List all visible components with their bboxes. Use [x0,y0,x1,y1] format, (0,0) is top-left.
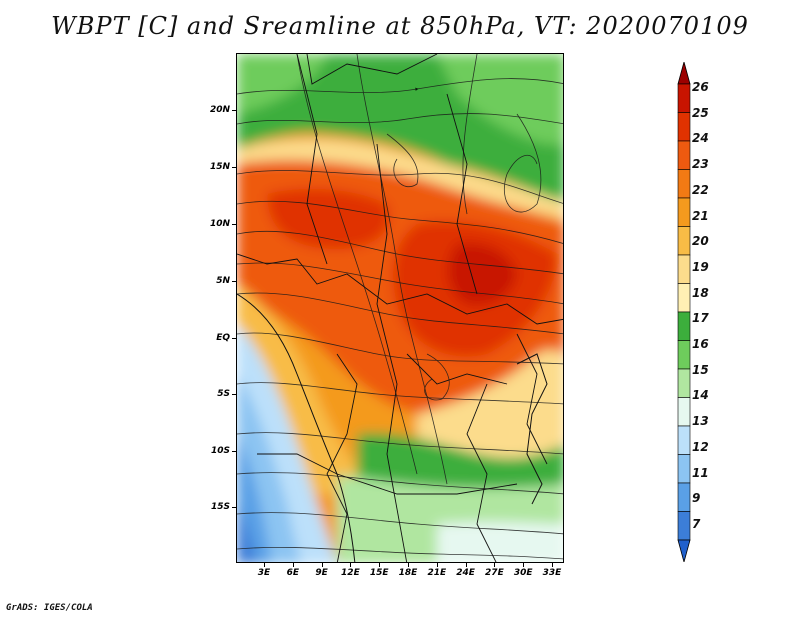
lon-tick [350,563,352,567]
colorbar-segment [677,140,691,170]
colorbar-top-arrow [677,62,691,85]
colorbar-label: 20 [692,234,709,249]
lon-label: 3E [257,568,271,578]
map-title: WBPT [C] and Sreamline at 850hPa, VT: 20… [51,12,749,40]
footer-credit: GrADS: IGES/COLA [6,603,93,613]
lon-label: 12E [341,568,360,578]
lat-label: 15S [210,502,230,512]
country-borders [237,54,563,562]
colorbar-bottom-arrow [677,539,691,562]
lon-label: 27E [485,568,504,578]
colorbar [677,62,691,562]
lon-label: 6E [286,568,300,578]
lat-tick [232,224,236,225]
colorbar-label: 18 [692,285,709,300]
colorbar-label: 15 [692,362,709,377]
lat-tick [232,394,236,395]
colorbar-segment [677,197,691,227]
lat-tick [232,338,236,339]
lat-label: 10S [210,446,230,456]
colorbar-label: 22 [692,182,709,197]
colorbar-segment [677,283,691,313]
lon-tick [408,563,409,567]
colorbar-label: 16 [692,337,709,351]
lat-tick [232,451,236,452]
colorbar-label: 19 [692,259,709,274]
lat-label: 5N [216,276,230,286]
colorbar-segment [677,368,691,398]
lon-label: 30E [513,568,533,578]
colorbar-label: 13 [692,414,709,429]
colorbar-label: 25 [692,105,709,120]
colorbar-segment [677,425,691,455]
colorbar-segment [677,482,691,512]
lon-tick [465,563,467,567]
lon-tick [264,563,265,567]
colorbar-segment [677,311,691,341]
lat-label: 5S [217,389,230,399]
colorbar-label: 26 [692,80,709,94]
lat-label: 10N [209,219,230,229]
lat-tick [232,167,236,168]
lon-tick [321,563,323,567]
lon-tick [494,563,496,567]
lon-label: 18E [398,568,418,578]
lon-tick [436,563,438,567]
lat-tick [232,281,236,282]
colorbar-label: 17 [692,311,709,326]
colorbar-label: 11 [692,465,709,480]
lon-tick [552,563,553,567]
colorbar-segment [677,112,691,142]
lon-tick [292,563,294,567]
colorbar-label: 9 [692,491,701,506]
lon-label: 15E [369,568,389,578]
colorbar-label: 14 [692,388,709,403]
lat-tick [232,110,236,111]
colorbar-segment [677,511,691,541]
streamlines [237,54,563,560]
lakes [516,353,548,505]
lat-label: 20N [209,105,230,115]
colorbar-label: 7 [692,516,701,531]
lat-label: EQ [216,333,230,343]
colorbar-segment [677,83,691,113]
lon-tick [523,563,525,567]
colorbar-label: 21 [692,208,709,223]
colorbar-segment [677,340,691,370]
colorbar-segment [677,226,691,256]
colorbar-segment [677,397,691,427]
colorbar-segment [677,169,691,199]
map-panel [236,53,564,563]
coastline [237,293,356,562]
colorbar-label: 24 [692,131,709,146]
colorbar-segment [677,254,691,284]
colorbar-label: 12 [692,439,709,454]
lat-label: 15N [209,162,230,172]
temperature-field [237,54,563,562]
lon-label: 9E [315,568,328,578]
wbpt-field-map [237,54,563,562]
colorbar-segment [677,454,691,484]
colorbar-label: 23 [692,157,709,172]
lon-label: 21E [427,568,447,578]
lon-tick [379,563,381,567]
lat-tick [232,507,236,508]
lon-label: 33E [542,568,562,578]
lon-label: 24E [456,568,475,578]
